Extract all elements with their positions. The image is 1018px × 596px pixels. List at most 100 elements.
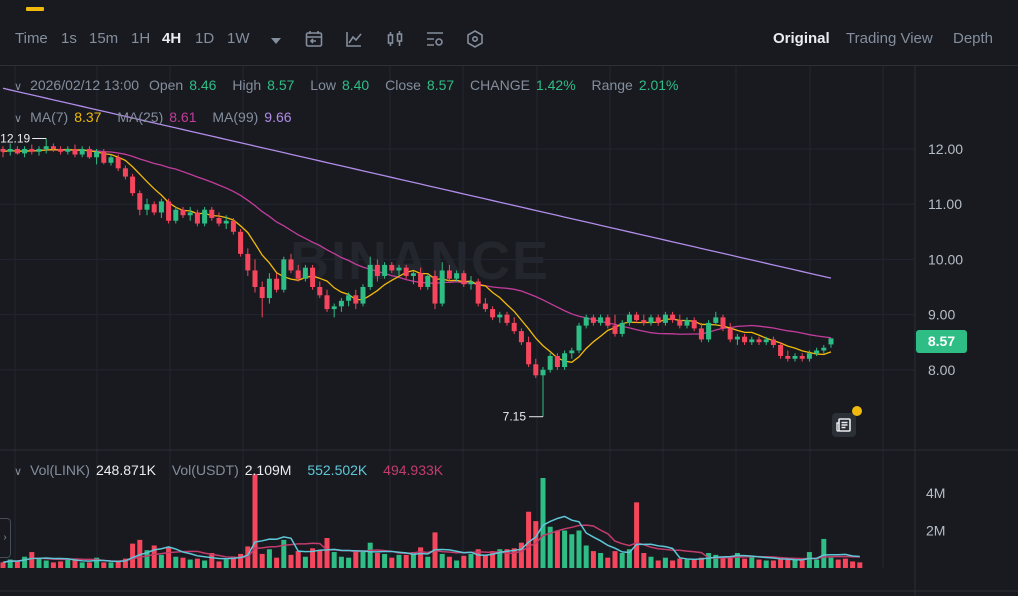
view-original[interactable]: Original xyxy=(773,30,830,47)
volume-bar xyxy=(216,561,222,568)
candle-body xyxy=(158,201,164,213)
volume-bar xyxy=(821,538,827,568)
volume-bar xyxy=(569,534,575,568)
candle-body xyxy=(677,320,683,326)
candle-body xyxy=(590,317,596,323)
candle-body xyxy=(310,267,316,287)
volume-bar xyxy=(331,552,337,568)
candle-body xyxy=(36,149,42,152)
candle-body xyxy=(554,356,560,368)
volume-bar xyxy=(230,556,236,568)
hexagon-icon[interactable] xyxy=(465,29,485,49)
candlestick-chart[interactable]: 12.00 11.00 10.00 9.00 8.00 4M 2M 12.19 7.15 xyxy=(0,66,1018,596)
volume-bar xyxy=(490,551,496,568)
candle-body xyxy=(828,338,834,345)
ma99-label: MA(99) xyxy=(212,109,259,125)
volume-bar xyxy=(360,551,366,568)
change-value: 1.42% xyxy=(535,77,576,93)
ohlc-date: 2026/02/12 13:00 xyxy=(30,77,140,93)
news-icon[interactable] xyxy=(832,413,856,437)
interval-1w[interactable]: 1W xyxy=(227,30,250,47)
candle-body xyxy=(166,201,172,221)
volume-bar xyxy=(677,558,683,568)
candle-body xyxy=(410,273,416,276)
close-label: Close xyxy=(385,77,421,93)
candle-body xyxy=(65,149,71,152)
candle-body xyxy=(382,264,388,276)
candle-body xyxy=(238,231,244,254)
candle-body xyxy=(691,320,697,329)
candle-body xyxy=(468,281,474,285)
volume-bar xyxy=(410,552,416,568)
candle-body xyxy=(814,350,820,354)
view-trading-view[interactable]: Trading View xyxy=(846,30,933,47)
candle-body xyxy=(317,287,323,296)
candle-body xyxy=(115,157,121,169)
volume-bar xyxy=(187,559,193,568)
collapse-caret-icon[interactable]: ∨ xyxy=(14,81,23,93)
volume-bar xyxy=(749,555,755,568)
settings-icon[interactable] xyxy=(425,29,445,49)
volume-bar xyxy=(475,549,481,568)
sidebar-expand-handle[interactable]: › xyxy=(0,518,11,558)
candle-body xyxy=(749,339,755,343)
volume-bar xyxy=(367,542,373,568)
close-value: 8.57 xyxy=(426,77,455,93)
candle-body xyxy=(583,317,589,326)
volume-bar xyxy=(439,553,445,568)
vol-link-value: 248.871K xyxy=(95,462,156,478)
candle-body xyxy=(14,149,20,154)
candle-body xyxy=(454,273,460,279)
high-label: High xyxy=(232,77,262,93)
volume-bar xyxy=(698,557,704,568)
candle-type-icon[interactable] xyxy=(385,29,405,49)
volume-bar xyxy=(684,559,690,568)
line-chart-icon[interactable] xyxy=(344,29,364,49)
candle-body xyxy=(331,306,337,310)
volume-bar xyxy=(14,561,20,568)
volume-bar xyxy=(288,554,294,568)
candle-body xyxy=(50,146,56,149)
range-label: Range xyxy=(591,77,633,93)
interval-1d[interactable]: 1D xyxy=(195,30,215,47)
candle-body xyxy=(713,317,719,323)
candle-body xyxy=(0,149,6,152)
candle-body xyxy=(727,328,733,340)
view-depth[interactable]: Depth xyxy=(953,30,994,47)
candle-body xyxy=(22,149,28,154)
candle-body xyxy=(137,193,143,210)
interval-1h[interactable]: 1H xyxy=(131,30,151,47)
volume-bar xyxy=(835,559,841,568)
interval-dropdown-icon[interactable] xyxy=(266,31,286,51)
volume-bar xyxy=(785,559,791,568)
volume-bar xyxy=(259,553,265,568)
volume-bar xyxy=(554,530,560,568)
volume-bar xyxy=(238,553,244,568)
interval-15m[interactable]: 15m xyxy=(89,30,119,47)
volume-bar xyxy=(223,559,229,568)
candle-body xyxy=(259,287,265,299)
candle-body xyxy=(122,168,128,177)
price-tick-label: 11.00 xyxy=(928,196,962,212)
volume-bar xyxy=(166,547,172,568)
ma-collapse-caret-icon[interactable]: ∨ xyxy=(14,113,23,125)
candle-body xyxy=(619,322,625,334)
volume-bar xyxy=(151,545,157,568)
volume-bar xyxy=(533,521,539,568)
volume-bar xyxy=(540,478,546,568)
interval-4h[interactable]: 4H xyxy=(162,30,182,47)
volume-bar xyxy=(691,559,697,568)
volume-bar xyxy=(454,560,460,568)
volume-bar xyxy=(158,554,164,568)
volume-tick-label: 4M xyxy=(926,485,945,501)
vol-collapse-caret-icon[interactable]: ∨ xyxy=(14,466,23,478)
candle-body xyxy=(526,342,532,365)
volume-bar xyxy=(115,561,121,568)
volume-bar xyxy=(619,553,625,568)
volume-bar xyxy=(396,554,402,568)
interval-1s[interactable]: 1s xyxy=(61,30,77,47)
volume-bar xyxy=(468,553,474,568)
interval-time[interactable]: Time xyxy=(15,30,48,47)
volume-bar xyxy=(382,553,388,568)
indicator-calendar-icon[interactable] xyxy=(304,29,324,49)
